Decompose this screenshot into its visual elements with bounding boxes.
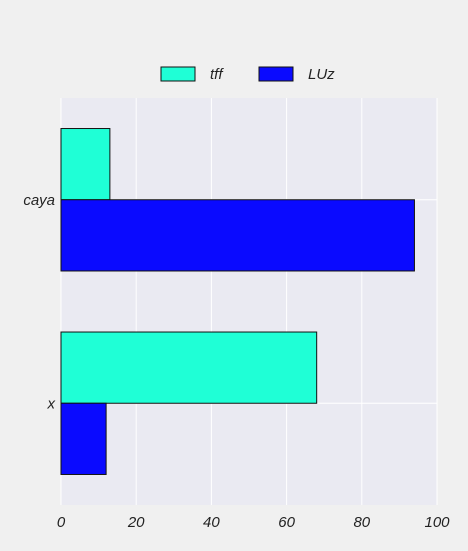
legend-swatch [258,66,294,82]
bar-LUz-x [60,402,107,475]
legend: tff LUz [160,66,335,83]
bar-LUz-caya [60,199,415,272]
y-tick-label: x [47,395,56,412]
bar-tff-x [60,331,318,404]
y-axis-ticks: caya x [23,192,55,413]
x-axis-ticks: 0 20 40 60 80 100 [57,514,450,531]
legend-label: LUz [308,66,335,83]
legend-item-LUz: LUz [258,66,335,83]
x-tick-label: 80 [353,514,370,531]
bar-tff-caya [60,128,111,201]
plot-area [61,98,437,505]
x-tick-label: 0 [57,514,66,531]
x-tick-label: 60 [278,514,295,531]
legend-item-tff: tff [160,66,224,83]
x-tick-label: 20 [127,514,145,531]
legend-label: tff [210,66,224,83]
legend-swatch [160,66,196,82]
x-tick-label: 40 [203,514,220,531]
bars [60,128,415,475]
x-tick-label: 100 [424,514,450,531]
y-tick-label: caya [23,192,55,209]
